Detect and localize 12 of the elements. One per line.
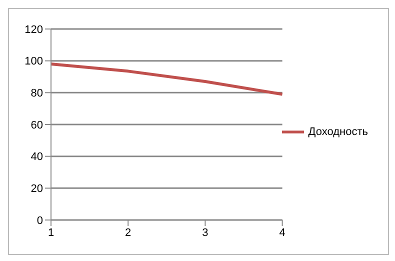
x-tick-label: 4 bbox=[279, 226, 286, 239]
y-tick-label: 60 bbox=[30, 119, 43, 132]
legend-label: Доходность bbox=[308, 125, 368, 138]
y-tick-label: 0 bbox=[36, 214, 43, 227]
y-tick-label: 120 bbox=[24, 24, 43, 36]
x-tick-label: 3 bbox=[202, 226, 208, 239]
y-tick-label: 100 bbox=[24, 56, 43, 68]
x-tick-label: 2 bbox=[125, 226, 132, 239]
y-tick-label: 20 bbox=[30, 183, 43, 196]
x-tick-label: 1 bbox=[48, 226, 54, 239]
y-tick-label: 40 bbox=[30, 151, 43, 164]
y-tick-label: 80 bbox=[30, 88, 43, 100]
